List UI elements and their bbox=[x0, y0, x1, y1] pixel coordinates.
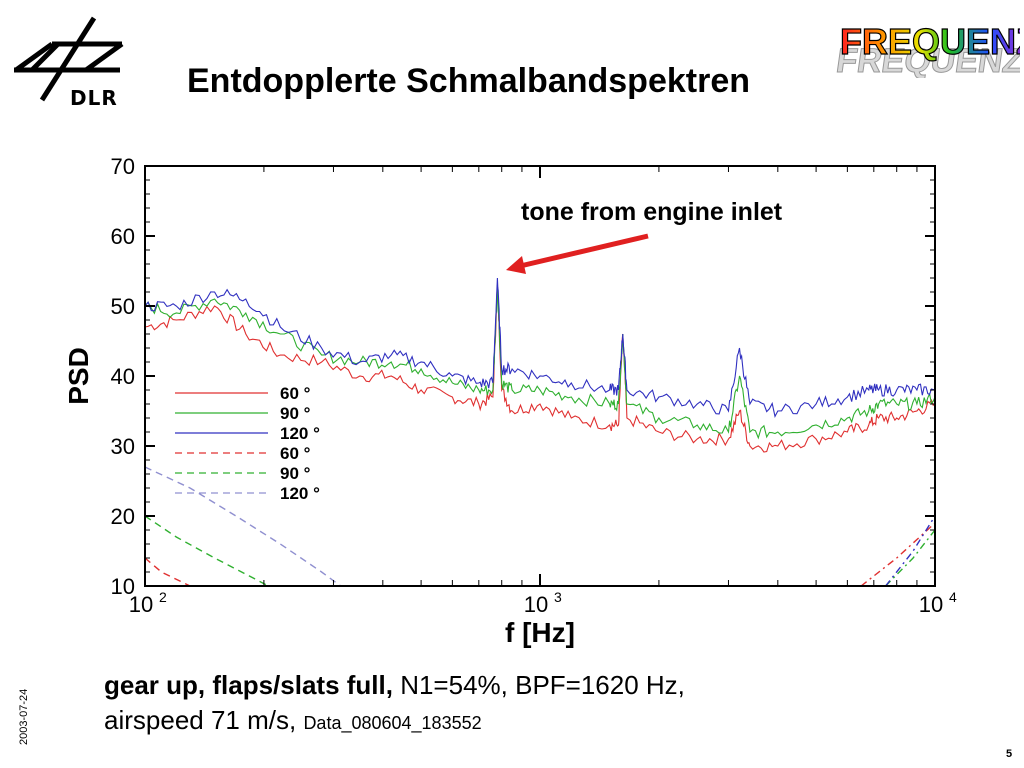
page-title: Entdopplerte Schmalbandspektren bbox=[187, 62, 750, 100]
caption-line-1: gear up, flaps/slats full, N1=54%, BPF=1… bbox=[104, 668, 685, 703]
legend-label: 90 ° bbox=[280, 404, 311, 423]
x-tick-exponent: 3 bbox=[554, 589, 562, 605]
footer-date: 2003-07-24 bbox=[18, 688, 30, 745]
legend-label: 60 ° bbox=[280, 444, 311, 463]
y-tick-label: 50 bbox=[111, 294, 135, 319]
rising-line-0 bbox=[860, 522, 935, 586]
rising-line-2 bbox=[885, 515, 935, 586]
dlr-logo-icon bbox=[14, 16, 124, 102]
page-number: 5 bbox=[1006, 748, 1013, 760]
annotation-arrow bbox=[515, 233, 649, 270]
legend-label: 90 ° bbox=[280, 464, 311, 483]
caption-dataset: Data_080604_183552 bbox=[303, 713, 482, 733]
badge-text: FREQUENZ bbox=[840, 21, 1020, 62]
x-axis-label: f [Hz] bbox=[505, 617, 575, 648]
x-tick-label: 10 bbox=[129, 592, 153, 617]
series-line-3 bbox=[145, 557, 192, 586]
axis-ticks: 10 20 30 40 50 60 70 10 2 10 3 10 4 bbox=[111, 154, 957, 617]
badge-shadow: FREQUENZ bbox=[834, 42, 1020, 78]
rising-line-1 bbox=[885, 529, 935, 586]
y-tick-label: 70 bbox=[111, 154, 135, 179]
series-line-5 bbox=[145, 466, 342, 586]
y-axis-label: PSD bbox=[63, 347, 94, 405]
y-tick-label: 60 bbox=[111, 224, 135, 249]
chart-legend: 60 °90 °120 °60 °90 °120 ° bbox=[175, 384, 320, 503]
x-tick-label: 10 bbox=[524, 592, 548, 617]
series-line-0 bbox=[145, 284, 935, 453]
frequenz-badge: FREQUENZ FREQUENZ bbox=[833, 20, 1020, 78]
logo-text: DLR bbox=[70, 86, 118, 110]
y-tick-label: 30 bbox=[111, 434, 135, 459]
series-line-1 bbox=[145, 284, 935, 440]
legend-label: 120 ° bbox=[280, 424, 320, 443]
y-tick-label: 10 bbox=[111, 574, 135, 599]
annotation-label: tone from engine inlet bbox=[521, 198, 783, 226]
caption-line-2: airspeed 71 m/s, Data_080604_183552 bbox=[104, 703, 685, 741]
annotation-arrowhead bbox=[506, 256, 526, 274]
legend-label: 120 ° bbox=[280, 484, 320, 503]
legend-label: 60 ° bbox=[280, 384, 311, 403]
caption: gear up, flaps/slats full, N1=54%, BPF=1… bbox=[104, 668, 685, 741]
series-line-4 bbox=[145, 515, 270, 586]
y-tick-label: 40 bbox=[111, 364, 135, 389]
x-tick-label: 10 bbox=[919, 592, 943, 617]
series-layer bbox=[145, 277, 935, 586]
x-tick-exponent: 4 bbox=[949, 589, 957, 605]
series-line-2 bbox=[145, 277, 935, 419]
caption-bold: gear up, flaps/slats full, bbox=[104, 670, 393, 700]
caption-rest: N1=54%, BPF=1620 Hz, bbox=[392, 670, 685, 700]
x-tick-exponent: 2 bbox=[159, 589, 167, 605]
y-tick-label: 20 bbox=[111, 504, 135, 529]
caption-airspeed: airspeed 71 m/s, bbox=[104, 705, 304, 735]
